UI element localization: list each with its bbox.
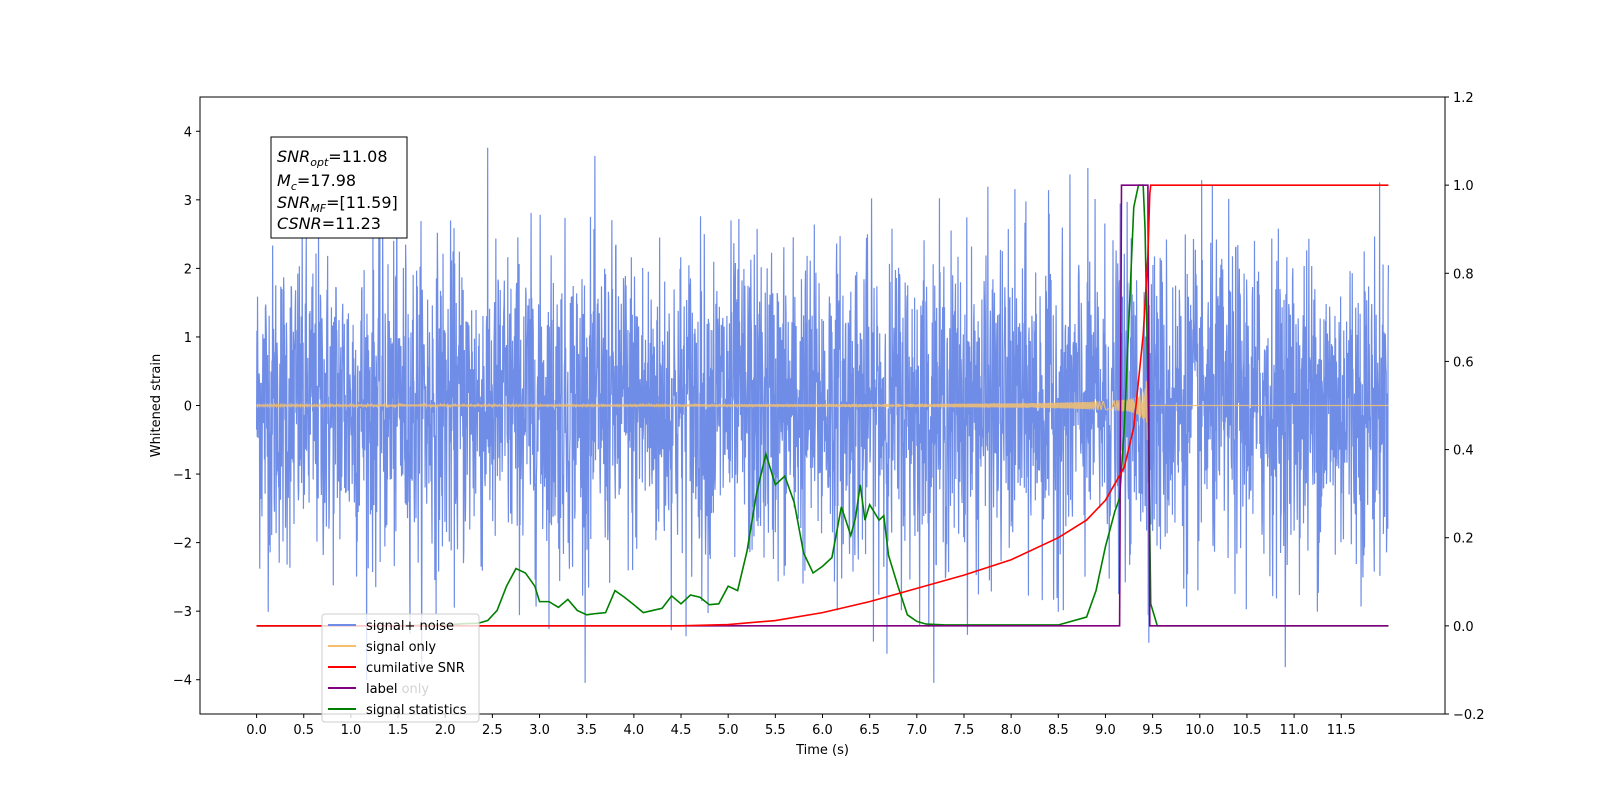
legend-label-label: label	[366, 682, 397, 697]
y-tick-label: 3	[184, 194, 192, 209]
y-tick-label: 4	[184, 125, 192, 140]
y-tick-label: −2	[173, 537, 192, 552]
x-tick-label: 9.0	[1095, 723, 1116, 738]
y-tick-label: 1	[184, 331, 192, 346]
x-tick-label: 2.0	[435, 723, 456, 738]
x-tick-label: 0.0	[246, 723, 267, 738]
x-tick-label: 11.5	[1327, 723, 1356, 738]
x-tick-label: 6.0	[812, 723, 833, 738]
legend-entry-cumulative-snr: cumilative SNR	[328, 661, 465, 676]
y2-tick-label: 0.0	[1453, 620, 1474, 635]
legend-entry-signal-noise: signal+ noise	[328, 619, 454, 634]
y-tick-label: −4	[173, 674, 192, 689]
legend-entry-label: label only label	[328, 682, 429, 697]
y2-tick-label: 0.4	[1453, 444, 1474, 459]
y-tick-label: −1	[173, 468, 192, 483]
x-tick-label: 3.5	[576, 723, 597, 738]
y-axis-left: −4 −3 −2 −1 0 1 2 3 4	[173, 125, 200, 689]
y2-tick-label: 0.6	[1453, 355, 1474, 370]
x-tick-label: 4.5	[671, 723, 692, 738]
legend-label-signal-statistics: signal statistics	[366, 703, 467, 718]
info-mc: Mc=17.98	[277, 171, 356, 193]
x-tick-label: 3.0	[529, 723, 550, 738]
y-tick-label: 0	[184, 400, 192, 415]
x-tick-label: 9.5	[1142, 723, 1163, 738]
x-tick-label: 8.0	[1001, 723, 1022, 738]
plot-area	[255, 147, 1390, 683]
legend-frame	[321, 613, 480, 723]
legend-label-signal-only: signal only	[366, 640, 436, 655]
x-tick-label: 5.0	[718, 723, 739, 738]
x-tick-label: 7.0	[906, 723, 927, 738]
series-group	[255, 147, 1390, 683]
x-tick-label: 1.0	[341, 723, 362, 738]
info-csnr: CSNR=11.23	[277, 214, 381, 233]
y-axis-right: −0.2 0.0 0.2 0.4 0.6 0.8 1.0 1.2	[1445, 91, 1485, 723]
y-axis-label: Whitened strain	[149, 354, 164, 457]
series-signal-noise-line	[255, 147, 1390, 683]
x-tick-label: 7.5	[954, 723, 975, 738]
x-tick-label: 8.5	[1048, 723, 1069, 738]
info-snr-opt: SNRopt=11.08	[277, 147, 388, 169]
legend-entry-signal-only: signal only	[328, 640, 436, 655]
y2-tick-label: −0.2	[1453, 708, 1485, 723]
x-tick-label: 4.0	[624, 723, 645, 738]
y2-tick-label: 1.2	[1453, 91, 1474, 106]
x-axis: 0.0 0.5 1.0 1.5 2.0 2.5 3.0 3.5 4.0 4.5 5.0 5.5 6.0 6…	[246, 714, 1356, 738]
y2-tick-label: 1.0	[1453, 179, 1474, 194]
series-cumulative-snr-line	[256, 184, 1389, 627]
info-box-frame	[270, 136, 408, 239]
legend-label-signal-noise: signal+ noise	[366, 619, 454, 634]
x-tick-label: 10.5	[1232, 723, 1261, 738]
y-tick-label: −3	[173, 605, 192, 620]
y2-tick-label: 0.8	[1453, 267, 1474, 282]
series-signal-statistics-line	[256, 184, 1389, 627]
x-tick-label: 11.0	[1280, 723, 1309, 738]
x-tick-label: 2.5	[482, 723, 503, 738]
info-box: SNRopt=11.08 Mc=17.98 SNRMF=[11.59] CSNR…	[270, 136, 408, 239]
x-tick-label: 5.5	[765, 723, 786, 738]
x-tick-label: 10.0	[1185, 723, 1214, 738]
info-snr-mf: SNRMF=[11.59]	[277, 193, 398, 215]
series-signal-only-line	[256, 380, 1389, 440]
x-tick-label: 6.5	[859, 723, 880, 738]
series-label-line	[256, 184, 1389, 627]
legend: signal+ noise signal only cumilative SNR…	[321, 613, 480, 723]
x-tick-label: 0.5	[293, 723, 314, 738]
y2-tick-label: 0.2	[1453, 532, 1474, 547]
x-tick-label: 1.5	[388, 723, 409, 738]
x-axis-label: Time (s)	[795, 743, 849, 758]
legend-entry-signal-statistics: signal statistics	[328, 703, 467, 718]
y-tick-label: 2	[184, 262, 192, 277]
legend-label-cumulative-snr: cumilative SNR	[366, 661, 465, 676]
legend-label-label-only: label only	[366, 682, 429, 697]
